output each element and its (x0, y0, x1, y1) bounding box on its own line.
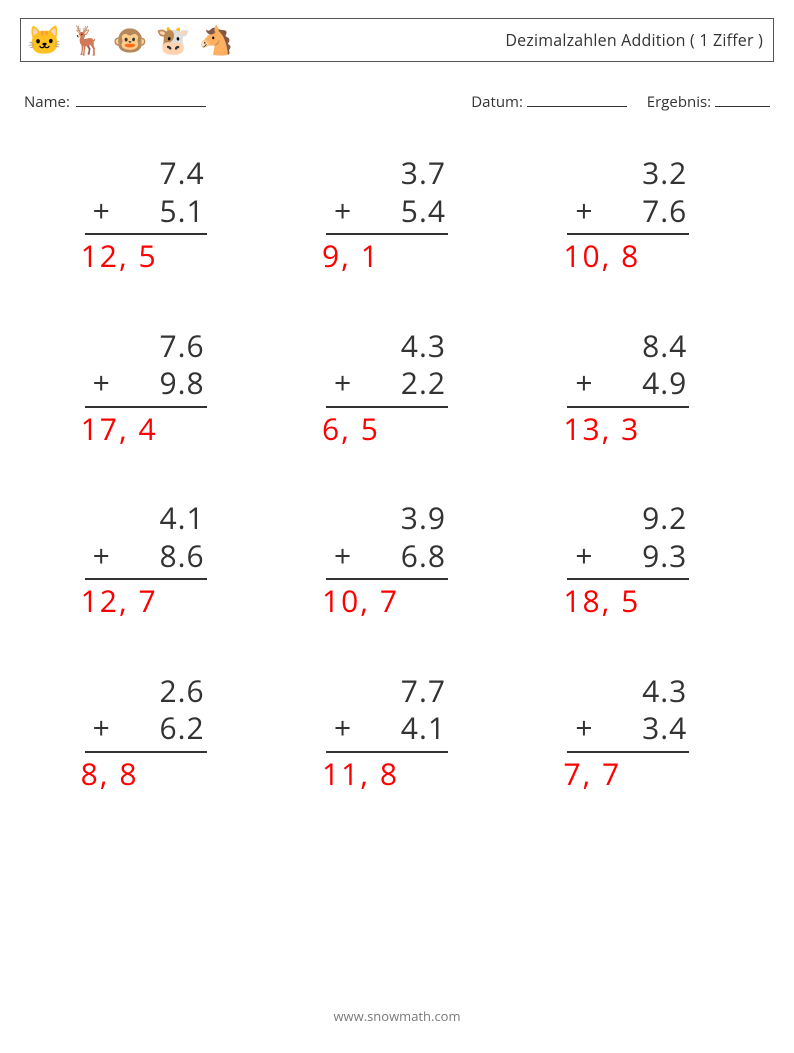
operand-b: 5.4 (352, 192, 446, 230)
operator: + (334, 537, 352, 575)
operand-a: 9.2 (595, 499, 687, 537)
answer: 17, 4 (81, 410, 211, 448)
problem: 2.6 +6.2 8, 8 (81, 672, 211, 793)
problem: 9.2 +9.3 18, 5 (563, 499, 693, 620)
operand-b: 6.8 (352, 537, 446, 575)
name-blank (76, 92, 206, 107)
name-label: Name: (24, 92, 70, 112)
meta-name: Name: (24, 92, 206, 112)
monkey-icon: 🐵 (113, 26, 148, 54)
answer: 18, 5 (563, 582, 693, 620)
operand-a: 4.1 (113, 499, 205, 537)
horse-icon: 🐴 (199, 26, 234, 54)
operand-a: 2.6 (113, 672, 205, 710)
animal-icon-row: 🐱 🦌 🐵 🐮 🐴 (27, 26, 233, 54)
answer: 6, 5 (322, 410, 452, 448)
operand-a: 7.7 (354, 672, 446, 710)
answer: 12, 5 (81, 237, 211, 275)
operand-a: 7.4 (113, 154, 205, 192)
problem: 8.4 +4.9 13, 3 (563, 327, 693, 448)
operand-b: 3.4 (593, 709, 687, 747)
operand-b: 8.6 (111, 537, 205, 575)
problem: 7.6 +9.8 17, 4 (81, 327, 211, 448)
operator: + (575, 192, 593, 230)
operator: + (93, 709, 111, 747)
answer: 10, 7 (322, 582, 452, 620)
operand-b: 9.3 (593, 537, 687, 575)
answer: 10, 8 (563, 237, 693, 275)
answer: 7, 7 (563, 755, 693, 793)
operator: + (334, 192, 352, 230)
problem: 4.3 +2.2 6, 5 (322, 327, 452, 448)
problem: 3.9 +6.8 10, 7 (322, 499, 452, 620)
operand-a: 7.6 (113, 327, 205, 365)
operand-b: 6.2 (111, 709, 205, 747)
problem: 7.4 +5.1 12, 5 (81, 154, 211, 275)
operand-a: 4.3 (595, 672, 687, 710)
footer-url: www.snowmath.com (0, 1007, 794, 1025)
operator: + (93, 192, 111, 230)
problem: 7.7 +4.1 11, 8 (322, 672, 452, 793)
operand-a: 4.3 (354, 327, 446, 365)
operator: + (575, 709, 593, 747)
date-label: Datum: (471, 92, 523, 112)
operand-b: 9.8 (111, 364, 205, 402)
operand-b: 5.1 (111, 192, 205, 230)
problem: 3.7 +5.4 9, 1 (322, 154, 452, 275)
answer: 11, 8 (322, 755, 452, 793)
operand-a: 3.7 (354, 154, 446, 192)
deer-icon: 🦌 (70, 26, 105, 54)
header-bar: 🐱 🦌 🐵 🐮 🐴 Dezimalzahlen Addition ( 1 Zif… (20, 18, 774, 62)
cat-icon: 🐱 (27, 26, 62, 54)
problem: 4.1 +8.6 12, 7 (81, 499, 211, 620)
worksheet: 🐱 🦌 🐵 🐮 🐴 Dezimalzahlen Addition ( 1 Zif… (0, 0, 794, 1053)
problem: 4.3 +3.4 7, 7 (563, 672, 693, 793)
operand-b: 7.6 (593, 192, 687, 230)
answer: 12, 7 (81, 582, 211, 620)
cow-icon: 🐮 (156, 26, 191, 54)
result-blank (715, 92, 770, 107)
problem-grid: 7.4 +5.1 12, 5 3.7 +5.4 9, 1 3.2 +7.6 10… (20, 154, 774, 792)
worksheet-title: Dezimalzahlen Addition ( 1 Ziffer ) (505, 29, 763, 51)
operand-a: 3.2 (595, 154, 687, 192)
problem: 3.2 +7.6 10, 8 (563, 154, 693, 275)
operator: + (334, 709, 352, 747)
operator: + (93, 364, 111, 402)
operand-b: 2.2 (352, 364, 446, 402)
operand-b: 4.9 (593, 364, 687, 402)
result-label: Ergebnis: (647, 92, 711, 112)
meta-date: Datum: (471, 92, 627, 112)
operator: + (575, 364, 593, 402)
operand-b: 4.1 (352, 709, 446, 747)
answer: 8, 8 (81, 755, 211, 793)
answer: 9, 1 (322, 237, 452, 275)
answer: 13, 3 (563, 410, 693, 448)
meta-line: Name: Datum: Ergebnis: (24, 92, 770, 112)
operator: + (93, 537, 111, 575)
meta-result: Ergebnis: (647, 92, 770, 112)
operand-a: 3.9 (354, 499, 446, 537)
date-blank (527, 92, 627, 107)
operator: + (334, 364, 352, 402)
operator: + (575, 537, 593, 575)
operand-a: 8.4 (595, 327, 687, 365)
